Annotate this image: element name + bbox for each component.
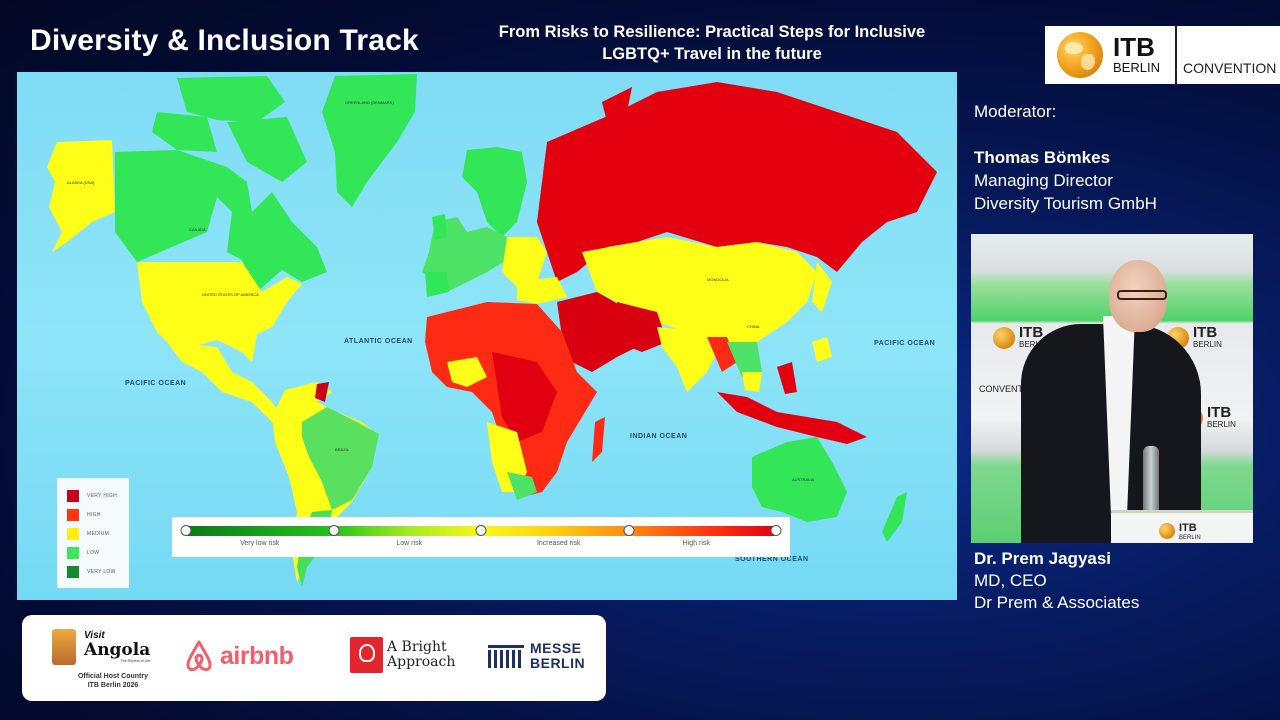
angola-visit: Visit bbox=[84, 630, 105, 641]
speaker-video-feed: ITB BERLIN ITB BERLIN CONVENTION ITB BERLIN… bbox=[971, 234, 1253, 543]
legend-swatch bbox=[67, 565, 79, 578]
legend-item-low: LOW bbox=[67, 543, 129, 562]
risk-legend: VERY HIGH HIGH MEDIUM LOW VERY LOW bbox=[57, 478, 129, 588]
podium-brand: ITB bbox=[1179, 522, 1197, 534]
backdrop-tag: CONVENTION bbox=[979, 384, 1040, 394]
country-label-china: CHINA bbox=[747, 324, 760, 329]
backdrop-sub: BERLIN bbox=[1193, 340, 1222, 349]
moderator-organization: Diversity Tourism GmbH bbox=[974, 194, 1157, 213]
track-title: Diversity & Inclusion Track bbox=[30, 24, 419, 57]
scale-label-low: Low risk bbox=[396, 540, 423, 547]
lgbtq-travel-risk-world-map: PACIFIC OCEAN ATLANTIC OCEAN INDIAN OCEA… bbox=[17, 72, 957, 600]
globe-icon bbox=[993, 326, 1015, 349]
legend-swatch bbox=[67, 489, 79, 502]
globe-icon bbox=[1159, 523, 1175, 539]
airbnb-wordmark: airbnb bbox=[220, 641, 294, 670]
messe-line1: MESSE bbox=[530, 640, 582, 656]
ocean-label-pacific-west: PACIFIC OCEAN bbox=[125, 380, 187, 387]
itb-logo-subtitle: BERLIN bbox=[1113, 60, 1160, 75]
legend-label: HIGH bbox=[87, 511, 101, 518]
sponsor-visit-angola: Visit Angola The Rhythm of Life bbox=[52, 629, 150, 665]
airbnb-belo-icon bbox=[186, 640, 212, 672]
legend-item-very-low: VERY LOW bbox=[67, 562, 129, 581]
scale-marker-icon bbox=[623, 525, 634, 536]
backdrop-sub: BERLIN bbox=[1019, 340, 1048, 349]
angola-caption-line2: ITB Berlin 2026 bbox=[87, 682, 139, 689]
ocean-label-indian: INDIAN OCEAN bbox=[630, 433, 688, 440]
moderator-role: Managing Director bbox=[974, 171, 1113, 190]
lightbulb-icon bbox=[350, 637, 383, 673]
scale-marker-icon bbox=[180, 525, 192, 536]
angola-caption: Official Host Country ITB Berlin 2026 bbox=[58, 672, 168, 690]
moderator-heading: Moderator: bbox=[974, 102, 1057, 121]
legend-label: MEDIUM bbox=[87, 530, 110, 537]
speaker-info: Dr. Prem Jagyasi MD, CEO Dr Prem & Assoc… bbox=[974, 548, 1139, 614]
angola-name: Angola bbox=[84, 640, 151, 660]
speaker-role: MD, CEO bbox=[974, 571, 1047, 590]
scale-marker-icon bbox=[770, 525, 782, 536]
angola-emblem-icon bbox=[52, 629, 76, 665]
legend-label: VERY LOW bbox=[87, 568, 116, 575]
podium-sub: BERLIN bbox=[1179, 535, 1201, 541]
globe-icon bbox=[1057, 32, 1103, 78]
legend-item-medium: MEDIUM bbox=[67, 524, 129, 543]
angola-tagline: The Rhythm of Life bbox=[120, 659, 151, 663]
sponsor-messe-berlin: MESSE BERLIN bbox=[488, 641, 585, 671]
podium-logo: ITB BERLIN bbox=[1159, 521, 1201, 541]
scale-label-high: High risk bbox=[682, 540, 710, 547]
session-title: From Risks to Resilience: Practical Step… bbox=[462, 21, 962, 65]
backdrop-sub: BERLIN bbox=[1207, 420, 1236, 429]
moderator-info: Moderator: Thomas Bömkes Managing Direct… bbox=[974, 100, 1157, 215]
legend-item-very-high: VERY HIGH bbox=[67, 486, 129, 505]
bright-line2: Approach bbox=[387, 654, 456, 670]
country-label-australia: AUSTRALIA bbox=[792, 477, 815, 482]
speaker-name: Dr. Prem Jagyasi bbox=[974, 549, 1112, 568]
country-label-alaska: ALASKA (USA) bbox=[67, 180, 95, 185]
itb-berlin-convention-logo: ITB BERLIN CONVENTION bbox=[1045, 26, 1280, 84]
scale-marker-icon bbox=[328, 525, 339, 536]
risk-gradient-scale: Very low risk Low risk Increased risk Hi… bbox=[172, 517, 790, 557]
legend-swatch bbox=[67, 546, 79, 559]
ocean-label-pacific-east: PACIFIC OCEAN bbox=[874, 340, 936, 347]
moderator-name: Thomas Bömkes bbox=[974, 148, 1111, 167]
itb-logo-name: ITB bbox=[1113, 32, 1155, 62]
backdrop-tagline: CONVENTION bbox=[979, 384, 1039, 394]
bright-line1: A Bright bbox=[387, 639, 447, 655]
backdrop-logo: ITB BERLIN bbox=[993, 324, 1048, 349]
sponsor-a-bright-approach: A Bright Approach bbox=[350, 637, 455, 673]
speaker-organization: Dr Prem & Associates bbox=[974, 593, 1140, 612]
scale-marker-icon bbox=[475, 525, 487, 536]
ocean-label-southern: SOUTHERN OCEAN bbox=[735, 556, 809, 563]
water-bottle bbox=[1143, 446, 1159, 512]
sponsor-bar: Visit Angola The Rhythm of Life Official… bbox=[22, 615, 606, 701]
messe-columns-icon bbox=[488, 644, 524, 668]
legend-label: LOW bbox=[87, 549, 100, 556]
itb-logo-tagline: CONVENTION bbox=[1183, 60, 1277, 76]
country-label-greenland: GREENLAND (DENMARK) bbox=[345, 100, 394, 105]
risk-gradient-bar bbox=[180, 525, 782, 536]
podium: ITB BERLIN bbox=[1111, 510, 1253, 543]
backdrop-brand: ITB bbox=[1193, 324, 1218, 341]
legend-label: VERY HIGH bbox=[87, 492, 118, 499]
session-title-line2: LGBTQ+ Travel in the future bbox=[602, 45, 822, 63]
ocean-label-atlantic: ATLANTIC OCEAN bbox=[344, 338, 413, 345]
angola-caption-line1: Official Host Country bbox=[77, 673, 148, 680]
messe-line2: BERLIN bbox=[530, 655, 586, 671]
backdrop-brand: ITB bbox=[1207, 404, 1232, 421]
scale-label-increased: Increased risk bbox=[536, 540, 581, 547]
session-title-line1: From Risks to Resilience: Practical Step… bbox=[498, 23, 926, 41]
country-label-canada: CANADA bbox=[189, 227, 206, 232]
legend-swatch bbox=[67, 508, 79, 521]
legend-item-high: HIGH bbox=[67, 505, 129, 524]
glasses-icon bbox=[1117, 290, 1167, 300]
country-label-usa: UNITED STATES OF AMERICA bbox=[202, 292, 259, 297]
legend-swatch bbox=[67, 527, 79, 540]
sponsor-airbnb: airbnb bbox=[184, 639, 294, 673]
backdrop-brand: ITB bbox=[1019, 324, 1044, 341]
country-label-mongolia: MONGOLIA bbox=[707, 277, 729, 282]
backdrop-logo: ITB BERLIN bbox=[1167, 324, 1222, 349]
country-label-brazil: BRAZIL bbox=[335, 447, 350, 452]
scale-label-very-low: Very low risk bbox=[240, 540, 280, 547]
